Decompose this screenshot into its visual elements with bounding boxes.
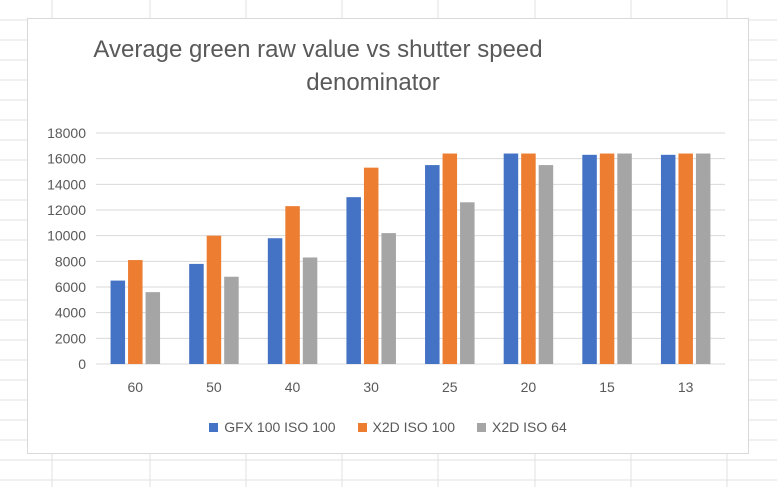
chart-title-line-1: Average green raw value vs shutter speed: [93, 36, 543, 63]
y-tick-label: 16000: [47, 151, 86, 167]
y-tick-label: 12000: [47, 202, 86, 218]
bar: [503, 153, 519, 364]
bar: [267, 238, 283, 364]
chart-title-line-2: denominator: [306, 69, 440, 96]
x-tick-label: 40: [285, 379, 301, 395]
legend-label: X2D ISO 100: [372, 419, 456, 435]
y-tick-label: 0: [78, 356, 86, 372]
bar: [363, 167, 379, 364]
y-tick-label: 6000: [55, 279, 86, 295]
bar: [381, 233, 396, 364]
bar: [582, 154, 597, 364]
bar: [695, 153, 711, 364]
y-tick-label: 14000: [47, 176, 86, 192]
plot-area: 0 2000 4000 6000 8000 10000 12000 14000 16000 180…: [47, 125, 725, 395]
bar: [110, 280, 126, 364]
legend-item-x2d-iso100: X2D ISO 100: [357, 419, 456, 435]
y-tick-label: 8000: [55, 253, 86, 269]
y-tick-label: 18000: [47, 125, 86, 141]
chart-area[interactable]: Average green raw value vs shutter speed…: [27, 18, 749, 454]
legend-swatch: [209, 422, 219, 432]
x-tick-label: 50: [206, 379, 222, 395]
bar: [678, 153, 693, 364]
bar: [224, 276, 239, 364]
y-tick-label: 2000: [55, 330, 86, 346]
legend-swatch: [357, 422, 367, 432]
x-tick-label: 20: [521, 379, 537, 395]
bar: [660, 154, 676, 364]
x-tick-label: 15: [599, 379, 615, 395]
x-tick-label: 60: [128, 379, 144, 395]
legend: GFX 100 ISO 100 X2D ISO 100 X2D ISO 64: [28, 419, 748, 435]
legend-item-x2d-iso64: X2D ISO 64: [477, 419, 567, 435]
bar: [617, 153, 632, 364]
bar: [460, 202, 475, 364]
legend-item-gfx100-iso100: GFX 100 ISO 100: [209, 419, 336, 435]
bar: [442, 153, 458, 364]
bar: [521, 153, 536, 364]
bar: [145, 292, 161, 364]
x-tick-label: 13: [678, 379, 694, 395]
legend-label: GFX 100 ISO 100: [224, 419, 336, 435]
legend-label: X2D ISO 64: [492, 419, 567, 435]
bar: [285, 206, 300, 364]
bar: [538, 165, 554, 364]
y-tick-label: 10000: [47, 228, 86, 244]
y-tick-label: 4000: [55, 305, 86, 321]
bar: [425, 165, 440, 364]
bar: [189, 263, 204, 364]
chart-title: Average green raw value vs shutter speed…: [28, 33, 748, 99]
bar: [206, 235, 222, 364]
bar: [302, 257, 318, 364]
x-tick-label: 25: [442, 379, 458, 395]
bar: [346, 197, 361, 364]
legend-swatch: [477, 422, 487, 432]
x-tick-label: 30: [363, 379, 379, 395]
bar: [599, 153, 615, 364]
bar: [128, 260, 143, 364]
